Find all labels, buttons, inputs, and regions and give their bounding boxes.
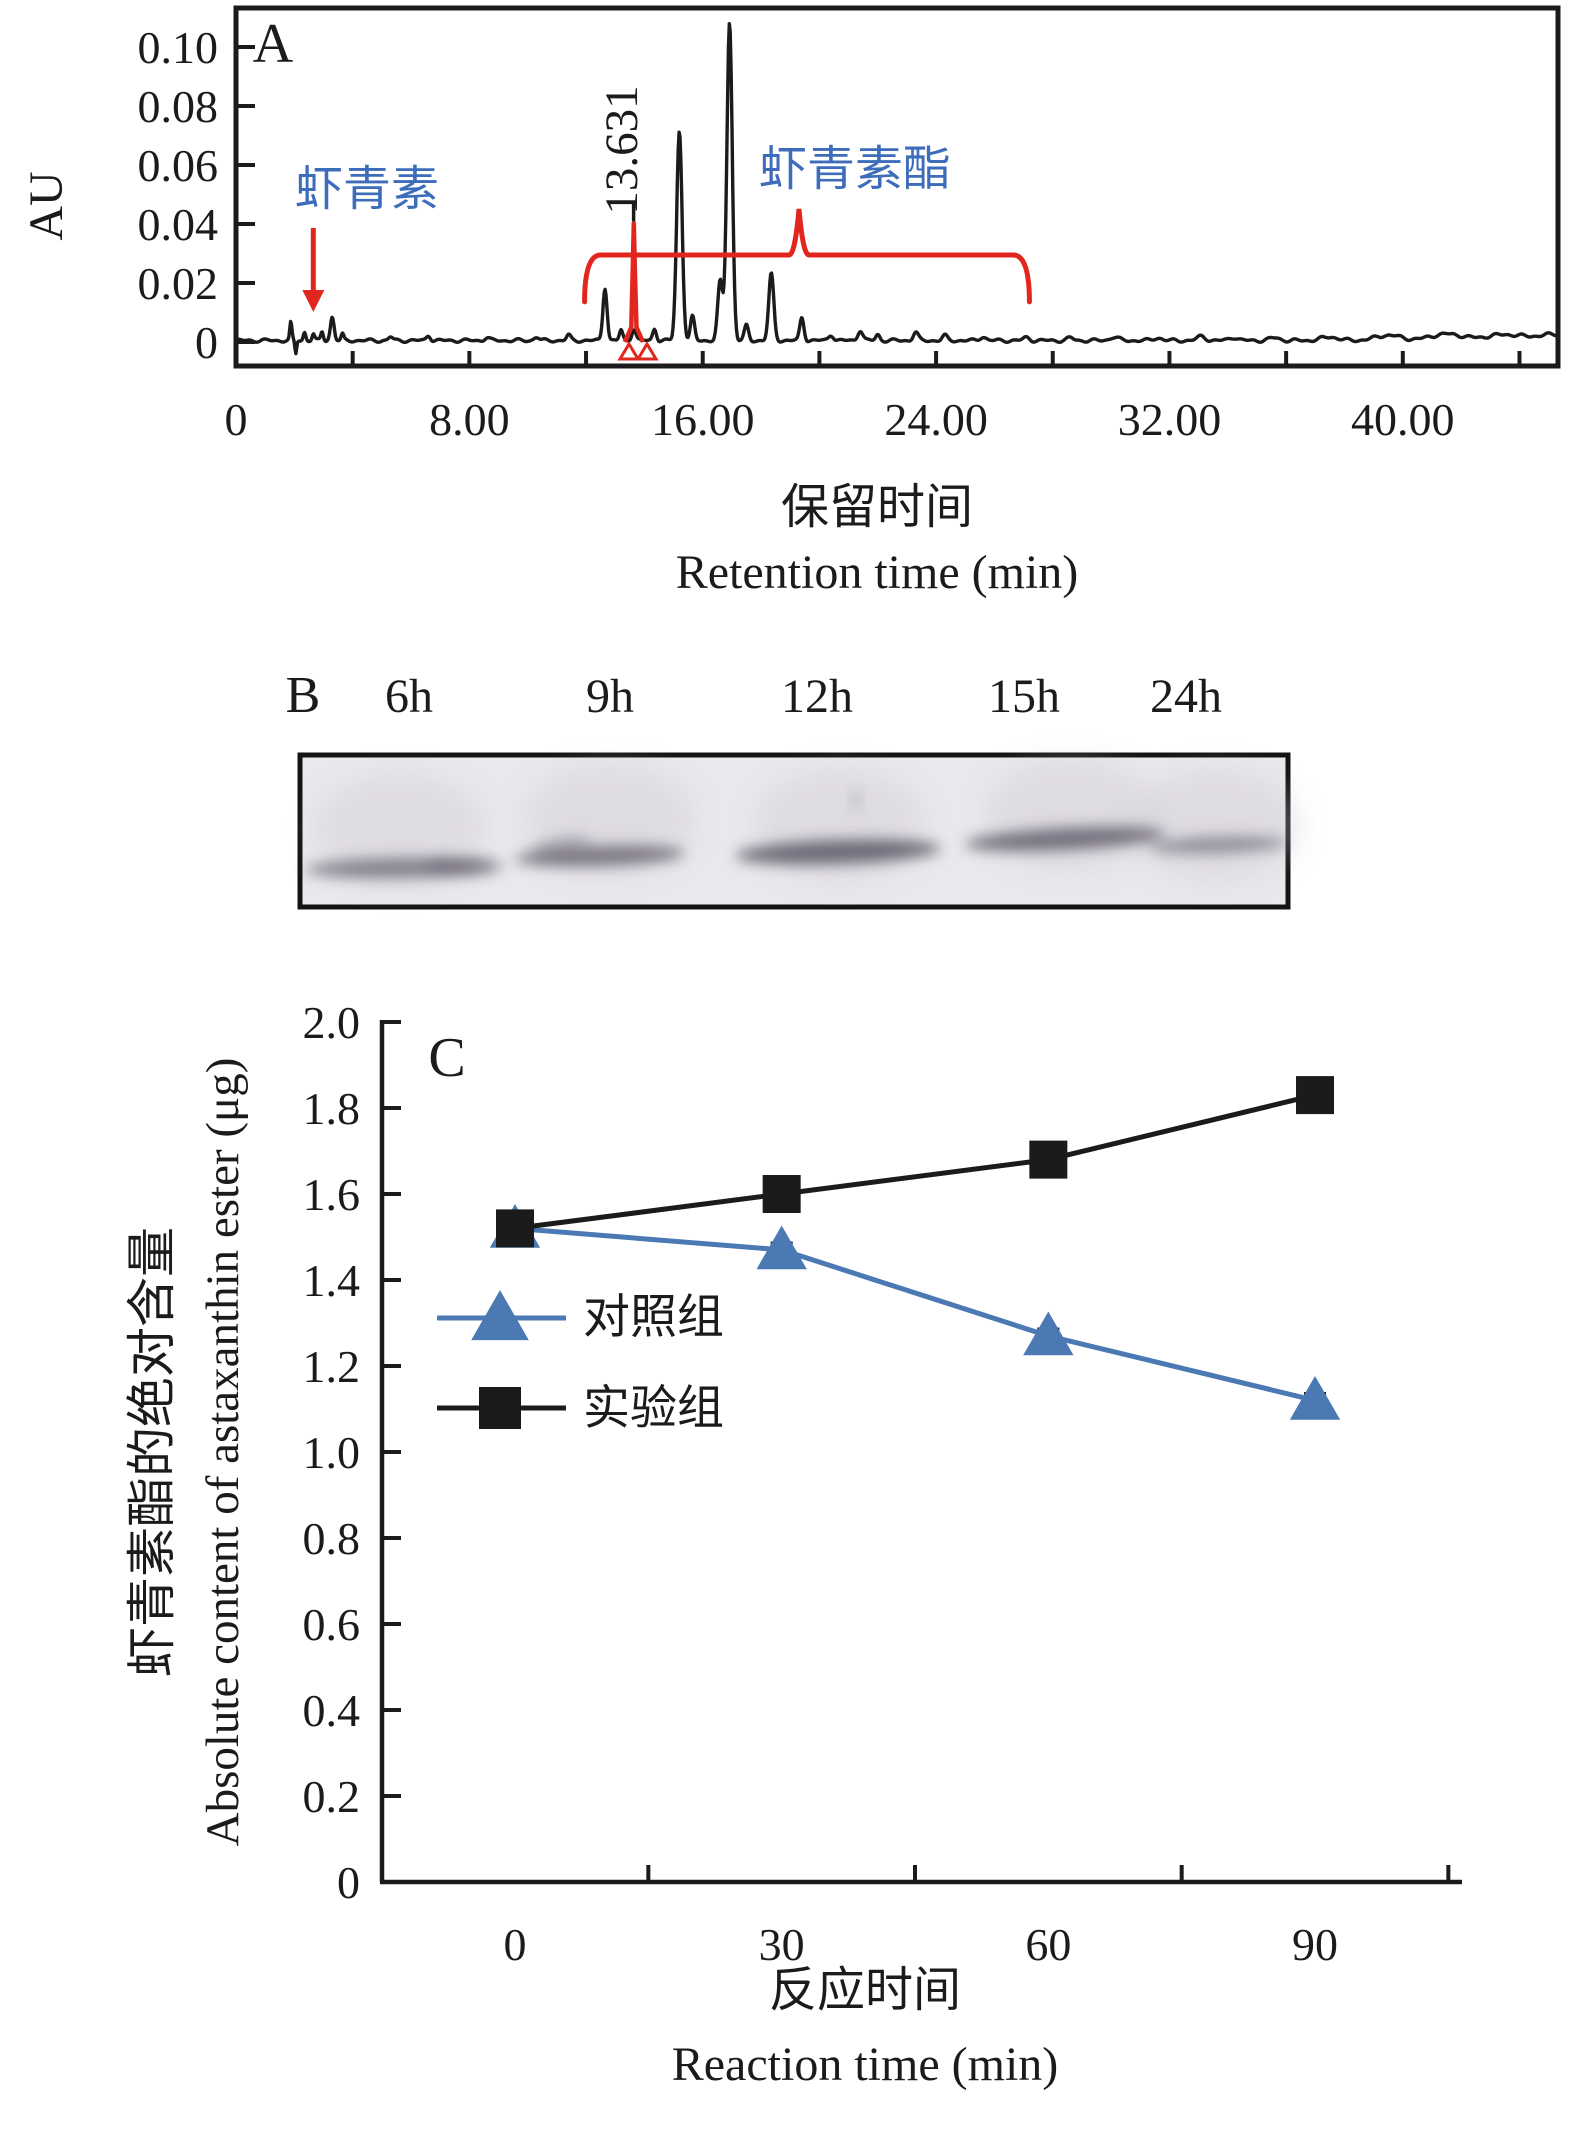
svg-text:0.2: 0.2: [303, 1771, 361, 1822]
svg-text:16.00: 16.00: [651, 394, 755, 445]
svg-text:0: 0: [225, 394, 248, 445]
svg-text:0.8: 0.8: [303, 1513, 361, 1564]
svg-text:1.6: 1.6: [303, 1169, 361, 1220]
panel-c-y-axis-title-zh: 虾青素酯的绝对含量: [124, 1227, 180, 1677]
svg-text:0: 0: [195, 317, 218, 368]
svg-text:24.00: 24.00: [884, 394, 988, 445]
svg-text:60: 60: [1025, 1919, 1071, 1970]
svg-text:0.10: 0.10: [138, 22, 219, 73]
svg-text:0: 0: [337, 1857, 360, 1908]
panel-a-x-axis-title-en: Retention time (min): [676, 546, 1079, 599]
gel-lane-label: 15h: [988, 670, 1060, 723]
gel-lane-label: 12h: [781, 670, 853, 723]
svg-text:0.06: 0.06: [138, 140, 219, 191]
legend-label-control: 对照组: [583, 1292, 724, 1344]
svg-text:0.4: 0.4: [303, 1685, 361, 1736]
astaxanthin-ester-annotation: 虾青素酯: [759, 143, 951, 196]
panel-c-axes: 0 0.2 0.4 0.6 0.8 1.0 1.2 1.4 1.6 1.8 2.0 0 30 60 90: [303, 997, 1462, 1970]
svg-text:1.4: 1.4: [303, 1255, 361, 1306]
chromatogram-trace: [235, 22, 1559, 356]
svg-text:30: 30: [759, 1919, 805, 1970]
chromatogram-red-annotations: [302, 201, 1032, 361]
panel-c-x-axis-title-en: Reaction time (min): [672, 2038, 1059, 2091]
panel-c-label: C: [428, 1027, 465, 1089]
panel-b-gel-blot: B 6h 9h 12h 15h 24h: [286, 667, 1300, 910]
panel-a-x-axis-title-zh: 保留时间: [781, 481, 973, 534]
svg-text:0.08: 0.08: [138, 81, 219, 132]
svg-text:2.0: 2.0: [303, 997, 361, 1048]
panel-a-axes: 0 0.02 0.04 0.06 0.08 0.10 0 8.00 16.00 24.00 32.0…: [138, 5, 1561, 445]
gel-lane-label: 9h: [586, 670, 634, 723]
panel-c-line-chart: 0 0.2 0.4 0.6 0.8 1.0 1.2 1.4 1.6 1.8 2.0 0 30 60 90 C…: [124, 997, 1462, 2091]
svg-text:0.6: 0.6: [303, 1599, 361, 1650]
std-peak-retention-label: 13.631: [596, 85, 648, 214]
legend-label-experimental: 实验组: [583, 1383, 724, 1435]
gel-lane-label: 6h: [385, 670, 433, 723]
svg-text:0: 0: [504, 1919, 527, 1970]
svg-text:32.00: 32.00: [1118, 394, 1222, 445]
panel-c-series: [489, 1076, 1341, 1420]
gel-lane-labels: 6h 9h 12h 15h 24h: [385, 670, 1222, 723]
svg-text:40.00: 40.00: [1351, 394, 1455, 445]
svg-text:1.2: 1.2: [303, 1341, 361, 1392]
panel-a-chromatogram: 0 0.02 0.04 0.06 0.08 0.10 0 8.00 16.00 24.00 32.0…: [20, 5, 1561, 599]
gel-lane-label: 24h: [1150, 670, 1222, 723]
svg-text:8.00: 8.00: [429, 394, 510, 445]
panel-c-x-axis-title-zh: 反应时间: [769, 1964, 961, 2017]
panel-c-legend-marks: [437, 1290, 566, 1429]
panel-b-label: B: [286, 667, 321, 724]
astaxanthin-annotation: 虾青素: [295, 163, 439, 216]
gel-bands: [305, 760, 1300, 885]
panel-c-y-axis-title-en: Absolute content of astaxanthin ester (μ…: [197, 1058, 249, 1847]
svg-text:1.0: 1.0: [303, 1427, 361, 1478]
panel-a-label: A: [253, 13, 294, 75]
svg-text:90: 90: [1292, 1919, 1338, 1970]
panel-a-y-axis-title: AU: [20, 171, 73, 240]
svg-text:0.04: 0.04: [138, 199, 219, 250]
svg-text:1.8: 1.8: [303, 1083, 361, 1134]
svg-text:0.02: 0.02: [138, 258, 219, 309]
